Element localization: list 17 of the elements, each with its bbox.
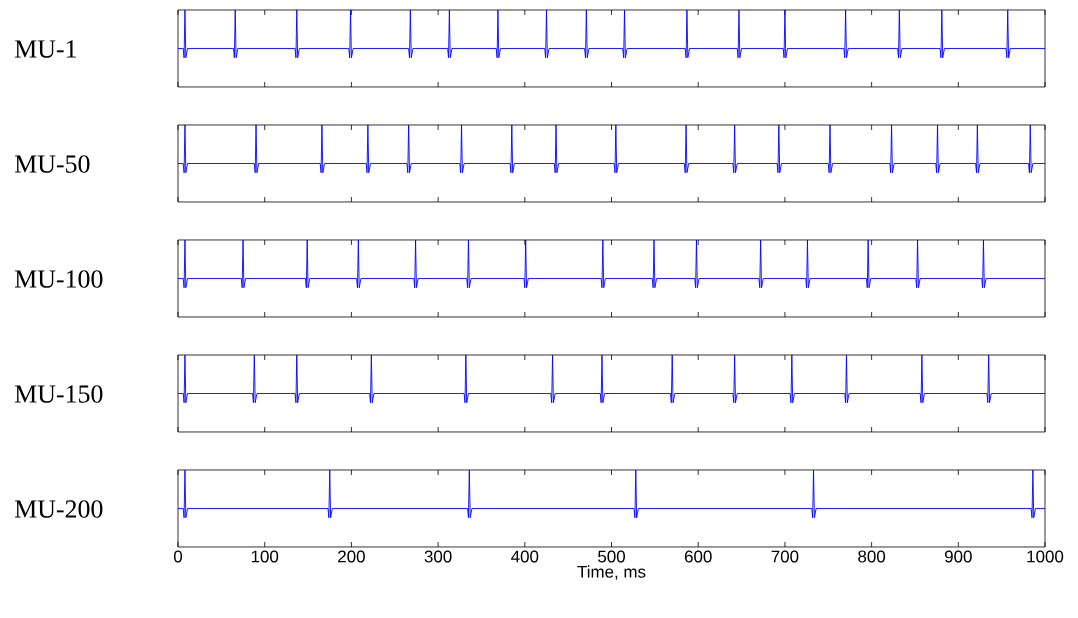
x-tick-label: 500 [598, 550, 625, 563]
x-tick-label: 800 [858, 550, 886, 563]
x-tick-label: 300 [424, 550, 452, 563]
x-axis-title: Time, ms [577, 565, 646, 580]
y-axis-title: MU-50 [14, 155, 90, 173]
x-tick-label: 900 [944, 550, 972, 563]
x-tick-label: 100 [251, 550, 279, 563]
x-tick-label: 400 [511, 550, 539, 563]
y-axis-title: MU-200 [14, 500, 103, 518]
y-axis-title: MU-1 [14, 40, 76, 58]
x-tick-label: 0 [173, 550, 183, 563]
y-axis-title: MU-150 [14, 385, 103, 403]
x-tick-label: 600 [684, 550, 712, 563]
x-tick-label: 1000 [1027, 550, 1064, 563]
y-axis-title: MU-100 [14, 270, 103, 288]
x-tick-label: 700 [771, 550, 799, 563]
x-tick-label: 200 [338, 550, 365, 563]
